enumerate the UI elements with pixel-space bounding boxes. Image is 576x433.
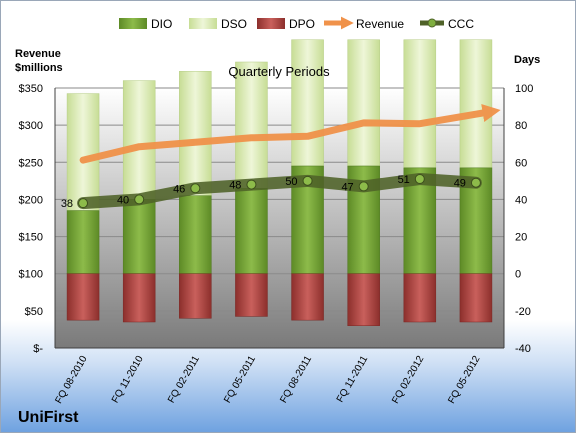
bar-dpo	[122, 273, 156, 323]
chart-title: Quarterly Periods	[228, 64, 330, 79]
bar-dso	[403, 39, 437, 169]
bar-dpo	[179, 273, 212, 319]
legend-dpo-label: DPO	[289, 17, 315, 31]
y-left-tick-label: $250	[19, 157, 43, 169]
ccc-line	[77, 173, 482, 210]
y-right-label: Days	[514, 54, 540, 66]
ccc-data-label: 46	[173, 183, 185, 195]
revenue-line	[79, 104, 501, 164]
y-right-tick-label: 100	[515, 83, 533, 95]
bars-group	[66, 39, 493, 326]
ccc-point	[414, 174, 425, 184]
bar-dio	[235, 188, 268, 274]
ccc-point	[190, 183, 201, 194]
x-tick-label: FQ 11-2010	[110, 354, 146, 405]
bar-dio	[122, 199, 156, 274]
x-tick-label: FQ 02-2011	[166, 354, 202, 405]
bar-dso	[122, 80, 156, 200]
plot-area	[55, 88, 504, 348]
y-left-tick-label: $100	[19, 269, 43, 281]
x-tick-label: FQ 05-2012	[446, 354, 482, 406]
legend-dio-swatch	[119, 18, 147, 29]
bar-dpo	[459, 273, 493, 323]
company-name: UniFirst	[18, 409, 79, 426]
bar-dso	[291, 39, 324, 167]
ccc-point	[78, 198, 89, 209]
y-right-tick-label: 60	[515, 157, 527, 169]
ccc-point	[358, 181, 369, 192]
ccc-data-label: 51	[398, 174, 410, 186]
legend-revenue-label: Revenue	[356, 17, 404, 31]
bar-dso	[66, 93, 100, 211]
bar-dpo	[66, 273, 100, 321]
ccc-data-label: 50	[285, 176, 297, 188]
legend: DIO DSO DPO Revenue CCC	[119, 16, 474, 31]
legend-ccc-label: CCC	[448, 17, 474, 31]
y-right-tick-label: -20	[515, 306, 531, 318]
ccc-data-label: 47	[341, 181, 353, 193]
y-right-tick-label: 0	[515, 269, 521, 281]
bar-dso	[179, 71, 212, 196]
y-left-tick-label: $350	[19, 83, 43, 95]
y-right-tick-label: -40	[515, 343, 531, 355]
y-left-tick-label: $-	[33, 343, 43, 355]
x-tick-label: FQ 11-2011	[335, 354, 371, 405]
bar-dpo	[347, 273, 380, 326]
ccc-data-label: 49	[454, 178, 466, 190]
legend-ccc-marker	[427, 18, 437, 28]
ccc-point	[470, 177, 481, 188]
ccc-point	[302, 175, 313, 186]
x-tick-label: FQ 02-2012	[390, 354, 426, 406]
y-right-tick-label: 80	[515, 120, 527, 132]
y-left-label-line1: Revenue	[15, 48, 61, 60]
x-tick-label: FQ 08-2011	[278, 354, 314, 405]
bar-dso	[235, 61, 268, 189]
ccc-data-label: 38	[61, 198, 73, 210]
y-left-label-line2: $millions	[15, 62, 63, 74]
bar-dso	[459, 39, 493, 169]
bar-dio	[179, 195, 212, 274]
legend-dio-label: DIO	[151, 17, 172, 31]
bar-dio	[66, 210, 100, 274]
bar-dpo	[235, 273, 268, 317]
bar-dpo	[291, 273, 324, 321]
y-left-tick-label: $200	[19, 194, 43, 206]
ccc-point	[246, 179, 257, 190]
legend-dso-label: DSO	[221, 17, 247, 31]
x-tick-label: FQ 08-2010	[53, 354, 89, 406]
y-left-tick-label: $300	[19, 120, 43, 132]
bar-dso	[347, 39, 380, 167]
y-left-tick-label: $150	[19, 232, 43, 244]
y-left-tick-label: $50	[25, 306, 43, 318]
lines-group: 38 40 46 48 50 47 51 49	[61, 104, 501, 210]
legend-dso-swatch	[189, 18, 217, 29]
legend-dpo-swatch	[257, 18, 285, 29]
y-right-tick-label: 20	[515, 232, 527, 244]
x-tick-label: FQ 05-2011	[222, 354, 258, 405]
bar-dpo	[403, 273, 437, 323]
ccc-data-label: 40	[117, 194, 129, 206]
ccc-point	[134, 194, 145, 205]
y-right-tick-label: 40	[515, 194, 527, 206]
ccc-data-label: 48	[229, 180, 241, 192]
